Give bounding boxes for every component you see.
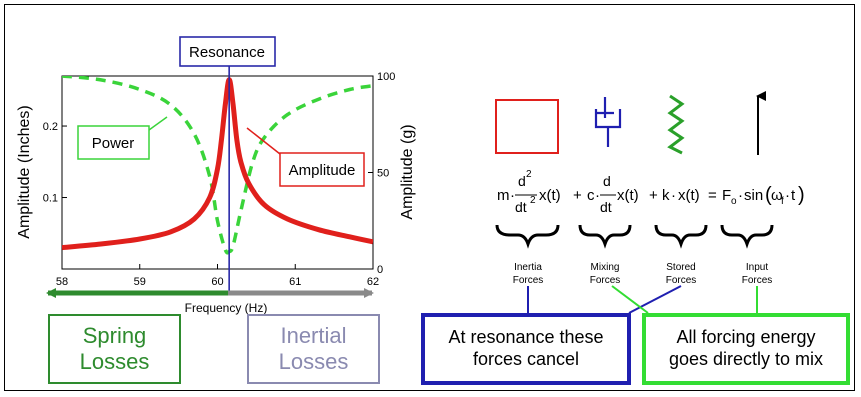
spring-losses-box: Spring Losses	[48, 314, 181, 384]
eq-dot-4: ·	[738, 187, 743, 204]
mass-icon	[495, 99, 559, 154]
x-axis-ticks: 58 59 60 61 62	[56, 264, 379, 288]
eq-dt-sup: 2	[530, 195, 536, 206]
mix-note-box: All forcing energy goes directly to mix	[642, 313, 850, 385]
y-axis-ticks: 0.1 0.2	[43, 121, 67, 205]
eq-paren-open: (	[765, 184, 772, 206]
cancel-note-line1: At resonance these	[448, 327, 604, 348]
amplitude-callout-box	[279, 152, 365, 187]
chart: 58 59 60 61 62 0.1 0.2 0 50 100 Amplitude (Inch…	[16, 64, 416, 315]
eq-F: F	[722, 187, 731, 204]
inertial-losses-box: Inertial Losses	[247, 314, 380, 384]
y2-tick-label: 50	[377, 168, 389, 180]
y2-axis-label: Amplitude (g)	[399, 124, 416, 219]
amplitude-callout-leader	[246, 127, 281, 155]
eq-plus-1: +	[573, 187, 582, 204]
eq-d-sup: 2	[526, 169, 532, 180]
force-label-stored-2: Forces	[666, 275, 697, 286]
eq-equals: =	[708, 187, 717, 204]
eq-x-3: x(t)	[678, 187, 700, 204]
amplitude-callout-label: Amplitude	[289, 162, 356, 179]
x-axis-label: Frequency (Hz)	[185, 301, 268, 315]
damper-icon	[594, 97, 622, 147]
force-label-inertia-1: Inertia	[514, 262, 542, 273]
spring-losses-line2: Losses	[79, 349, 150, 374]
y-axis-label: Amplitude (Inches)	[16, 105, 33, 238]
power-callout-label: Power	[92, 135, 135, 152]
eq-x-1: x(t)	[539, 187, 561, 204]
x-tick-label: 60	[211, 276, 223, 288]
eq-t: t	[791, 187, 796, 204]
eq-d-num-1: d	[518, 173, 526, 189]
force-label-inertia-2: Forces	[513, 275, 544, 286]
y-tick-label: 0.1	[43, 193, 58, 205]
force-label-mixing-1: Mixing	[591, 262, 620, 273]
eq-omega-sub: f	[781, 196, 784, 207]
brace-inertia	[495, 224, 560, 249]
eq-dot-2: ·	[595, 187, 600, 204]
cancel-note-line2: forces cancel	[472, 349, 580, 369]
eq-omega: ω	[771, 187, 783, 204]
eq-dt-den-1: dt	[515, 199, 527, 215]
x-tick-label: 61	[289, 276, 301, 288]
eq-plus-2: +	[649, 187, 658, 204]
eq-dot-5: ·	[785, 187, 790, 204]
spring-losses-line1: Spring	[82, 322, 147, 348]
eq-m: m	[497, 187, 510, 204]
x-tick-label: 62	[367, 276, 379, 288]
y2-tick-label: 0	[377, 264, 383, 276]
eq-x-2: x(t)	[617, 187, 639, 204]
equation-braces	[495, 224, 774, 249]
cancel-connector-2	[628, 285, 682, 314]
eq-c: c	[587, 187, 595, 204]
force-labels: Inertia Forces Mixing Forces Stored Forc…	[513, 262, 773, 286]
force-label-mixing-2: Forces	[590, 275, 621, 286]
inertial-losses-line1: Inertial	[280, 322, 347, 348]
cancel-note-box: At resonance these forces cancel	[421, 313, 631, 385]
force-label-stored-1: Stored	[666, 262, 695, 273]
x-tick-label: 58	[56, 276, 68, 288]
eq-k: k	[662, 187, 670, 204]
mix-note-line1: All forcing energy	[676, 327, 816, 348]
x-tick-label: 59	[134, 276, 146, 288]
equation: m · d 2 dt 2 x(t) + c · d dt x(t) + k · …	[497, 169, 805, 215]
eq-d-num-2: d	[603, 173, 611, 189]
power-callout-leader	[148, 116, 168, 131]
eq-dt-den-2: dt	[600, 199, 612, 215]
force-label-input-1: Input	[746, 262, 768, 273]
mix-note-line2: goes directly to mix	[668, 349, 824, 369]
y2-tick-label: 100	[377, 71, 395, 83]
power-callout-box	[77, 125, 150, 160]
force-label-input-2: Forces	[742, 275, 773, 286]
eq-dot-3: ·	[671, 187, 676, 204]
y-tick-label: 0.2	[43, 121, 58, 133]
figure-frame	[4, 4, 855, 391]
y2-axis-ticks: 0 50 100	[368, 71, 395, 276]
resonance-box	[179, 36, 276, 67]
resonance-label: Resonance	[189, 44, 265, 61]
mix-connector-1	[611, 285, 649, 314]
brace-stored	[654, 224, 708, 249]
eq-paren-close: )	[798, 184, 805, 206]
brace-mixing	[578, 224, 632, 249]
eq-sin: sin	[744, 187, 763, 204]
eq-F-sub: o	[731, 196, 737, 207]
eq-dot-1: ·	[510, 187, 515, 204]
brace-input	[720, 224, 774, 249]
inertial-losses-line2: Losses	[278, 349, 349, 374]
spring-icon	[667, 94, 685, 155]
